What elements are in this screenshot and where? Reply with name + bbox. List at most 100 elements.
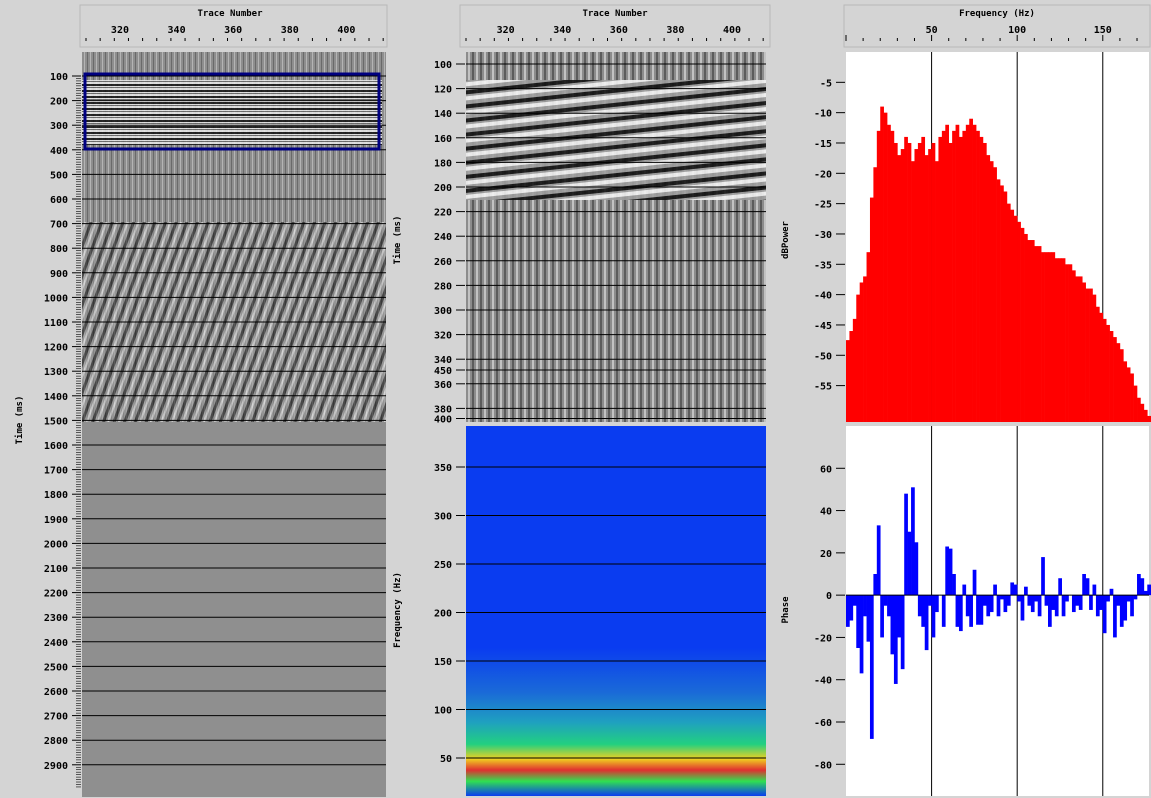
phase-bar [979,595,984,625]
frequency-tick-label: 150 [1094,25,1112,36]
power-bar [928,149,932,422]
time-tick-label: 2400 [44,638,68,649]
phase-bar [1048,595,1052,627]
phase-bar [921,595,926,627]
phase-bar [1089,595,1093,610]
left-seismic-panel[interactable]: Trace Number 320 340 360 380 400 100 200 300 40… [0,0,388,798]
phase-bar [1027,595,1032,606]
phase-bar [911,487,915,596]
power-bar [856,294,860,422]
phase-bar [1137,574,1141,596]
power-bar [904,136,908,422]
power-bar [887,124,891,422]
phase-bar [1095,595,1100,617]
phase-bar [846,595,850,627]
power-bar [969,118,973,422]
time-tick-label: 160 [434,134,452,145]
selection-box[interactable] [83,72,381,151]
power-bar [1003,191,1008,422]
phase-bar [955,595,960,627]
power-bar [1102,318,1107,422]
power-bar [1013,215,1018,422]
time-tick-label: 1200 [44,343,68,354]
phase-bar [1051,595,1056,610]
phase-bar [1058,578,1062,596]
trace-number-header-mid: Trace Number [582,9,648,19]
phase-bar [931,595,936,638]
power-bar [989,161,994,422]
power-bar [897,155,902,423]
power-bar [962,130,967,422]
power-bar [1058,258,1062,422]
phase-bar [945,546,950,596]
time-tick-label: 1500 [44,416,68,427]
phase-tick-label: -60 [814,718,832,729]
phase-bar [907,531,912,596]
trace-tick-label: 380 [281,25,299,36]
phase-tick-label: 40 [820,507,832,518]
power-bar [1061,258,1066,422]
time-tick-label: 1400 [44,392,68,403]
time-tick-label: 2200 [44,589,68,600]
phase-spectrum-bars [846,487,1151,739]
power-bar [945,124,950,422]
phase-tick-label: -20 [814,633,832,644]
trace-tick-label: 400 [337,25,355,36]
power-bar [1085,288,1090,422]
power-bar [1078,276,1083,422]
phase-bar [1000,595,1004,600]
power-bar [876,130,881,422]
time-tick-label: 2500 [44,662,68,673]
power-bar [1068,264,1073,422]
time-tick-label: 300 [434,306,452,317]
phase-bar [1082,574,1086,596]
time-tick-label: 360 [434,380,452,391]
phase-bar [1030,595,1035,613]
power-tick-label: -30 [814,230,832,241]
phase-bar [986,595,991,617]
right-panel[interactable]: Frequency (Hz) 50 100 150 -5 -10 -15 -20 -25 -3… [772,0,1151,798]
power-bar [1017,221,1021,422]
phase-bar [928,595,932,606]
power-tick-label: -25 [814,200,832,211]
time-tick-label: 1900 [44,515,68,526]
phase-bar [1109,588,1114,596]
power-bar [1137,397,1141,422]
power-bar [911,161,915,422]
power-bar [1092,294,1097,422]
power-bar [866,252,871,422]
time-tick-label: 300 [50,121,68,132]
time-tick-label: 1100 [44,318,68,329]
phase-bar [852,595,857,606]
phase-bar [948,548,953,596]
time-tick-label: 180 [434,158,452,169]
trace-tick-label: 340 [553,25,571,36]
power-bar [976,130,980,422]
trace-number-header-left: Trace Number [197,9,263,19]
phase-ticks: 60 40 20 0 -20 -40 -60 -80 [814,464,845,771]
power-bar [846,340,850,422]
phase-bar [893,595,898,684]
phase-bar [1075,595,1080,606]
time-tick-label: 2600 [44,687,68,698]
mid-trace-ticks: 320 340 360 380 400 [465,25,764,41]
phase-bar [1113,595,1117,638]
power-bar [935,161,939,422]
phase-bar [982,595,987,606]
time-tick-label: 1600 [44,441,68,452]
trace-tick-label: 320 [111,25,129,36]
power-bar [1010,209,1015,422]
phase-bar [873,574,878,596]
phase-bar [941,595,946,627]
frequency-tick-label: 400 [434,415,452,426]
power-bar [1109,331,1114,422]
phase-bar [1106,595,1110,602]
power-bar [931,142,936,422]
power-bar [852,318,857,422]
time-tick-label: 220 [434,208,452,219]
middle-panel[interactable]: Trace Number 320 340 360 380 400 10012014016… [388,0,772,798]
phase-bar [869,595,874,739]
power-bar [921,136,926,422]
time-tick-label: 200 [50,97,68,108]
spectrogram-plot[interactable] [466,426,766,796]
